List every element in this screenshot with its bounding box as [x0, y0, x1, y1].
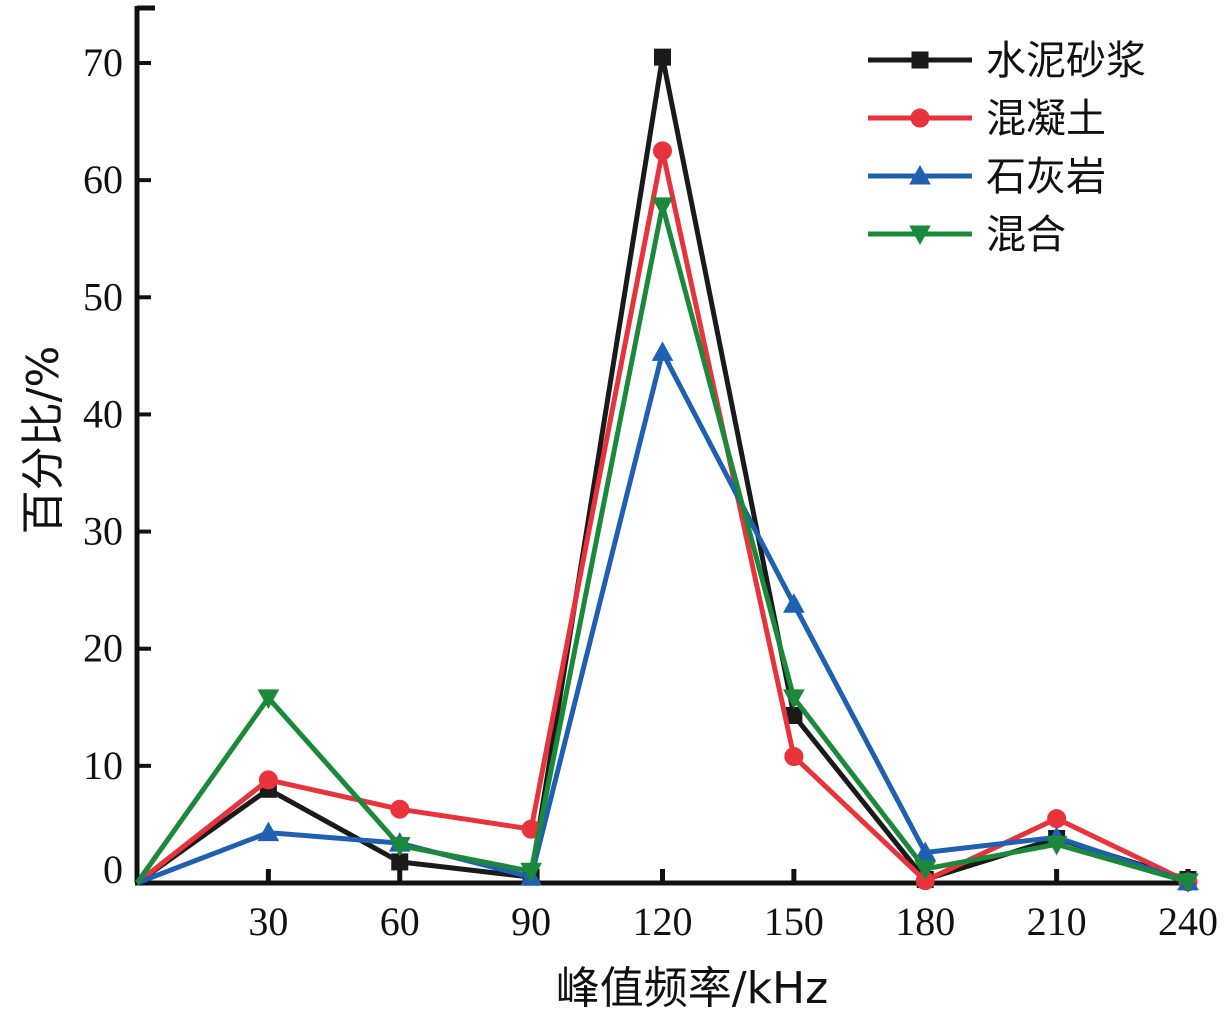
data-point	[783, 593, 805, 613]
legend-entry: 水泥砂浆	[868, 38, 1146, 84]
y-axis-title: 百分比/%	[18, 346, 69, 535]
y-tick-label: 10	[83, 743, 123, 788]
y-tick-label: 40	[83, 391, 123, 436]
x-tick-label: 210	[1027, 899, 1087, 944]
series-1	[135, 141, 1198, 892]
legend-label: 混凝土	[986, 96, 1106, 142]
legend-label: 石灰岩	[986, 154, 1106, 200]
series-3	[134, 197, 1199, 893]
legend-marker	[911, 51, 929, 69]
axes: 0 10 20 30 40 50 60 70 30 60 90 120 150 180 210 240	[83, 5, 1218, 944]
series-line	[134, 203, 1189, 885]
legend-entry: 石灰岩	[868, 154, 1106, 200]
data-point	[651, 197, 674, 217]
data-point	[388, 837, 411, 857]
legend-label: 混合	[986, 212, 1066, 258]
data-point	[914, 860, 937, 880]
data-point	[258, 770, 278, 790]
legend-marker	[909, 164, 931, 185]
y-tick-label: 0	[103, 847, 123, 892]
data-point	[1047, 809, 1067, 829]
y-tick-label: 60	[83, 157, 123, 202]
data-point	[1177, 873, 1199, 893]
data-point	[1045, 835, 1068, 856]
x-tick-label: 150	[764, 899, 824, 944]
x-tick-label: 30	[248, 899, 288, 944]
data-point	[784, 746, 804, 766]
legend-label: 水泥砂浆	[986, 38, 1146, 84]
legend-entry: 混凝土	[868, 96, 1106, 142]
data-point	[654, 48, 671, 66]
y-tick-label: 70	[83, 40, 123, 85]
data-point	[257, 689, 280, 709]
data-point	[390, 799, 410, 819]
data-point	[783, 689, 805, 709]
legend-entry: 混合	[868, 212, 1066, 258]
series-lines	[134, 48, 1199, 893]
x-tick-label: 90	[511, 899, 551, 944]
x-tick-label: 60	[380, 899, 420, 944]
x-tick-label: 240	[1158, 899, 1218, 944]
series-2	[136, 341, 1199, 891]
y-tick-label: 50	[83, 274, 123, 319]
legend-marker	[910, 108, 930, 128]
x-axis-title: 峰值频率/kHz	[556, 963, 829, 1014]
data-point	[257, 821, 280, 842]
x-tick-label: 120	[633, 899, 693, 944]
y-tick-label: 20	[83, 626, 123, 671]
data-point	[651, 341, 674, 361]
data-point	[520, 862, 542, 883]
data-point	[653, 141, 672, 161]
x-tick-label: 180	[895, 899, 955, 944]
y-tick-label: 30	[83, 509, 123, 554]
legend-marker	[909, 225, 931, 246]
series-line	[135, 148, 1190, 885]
